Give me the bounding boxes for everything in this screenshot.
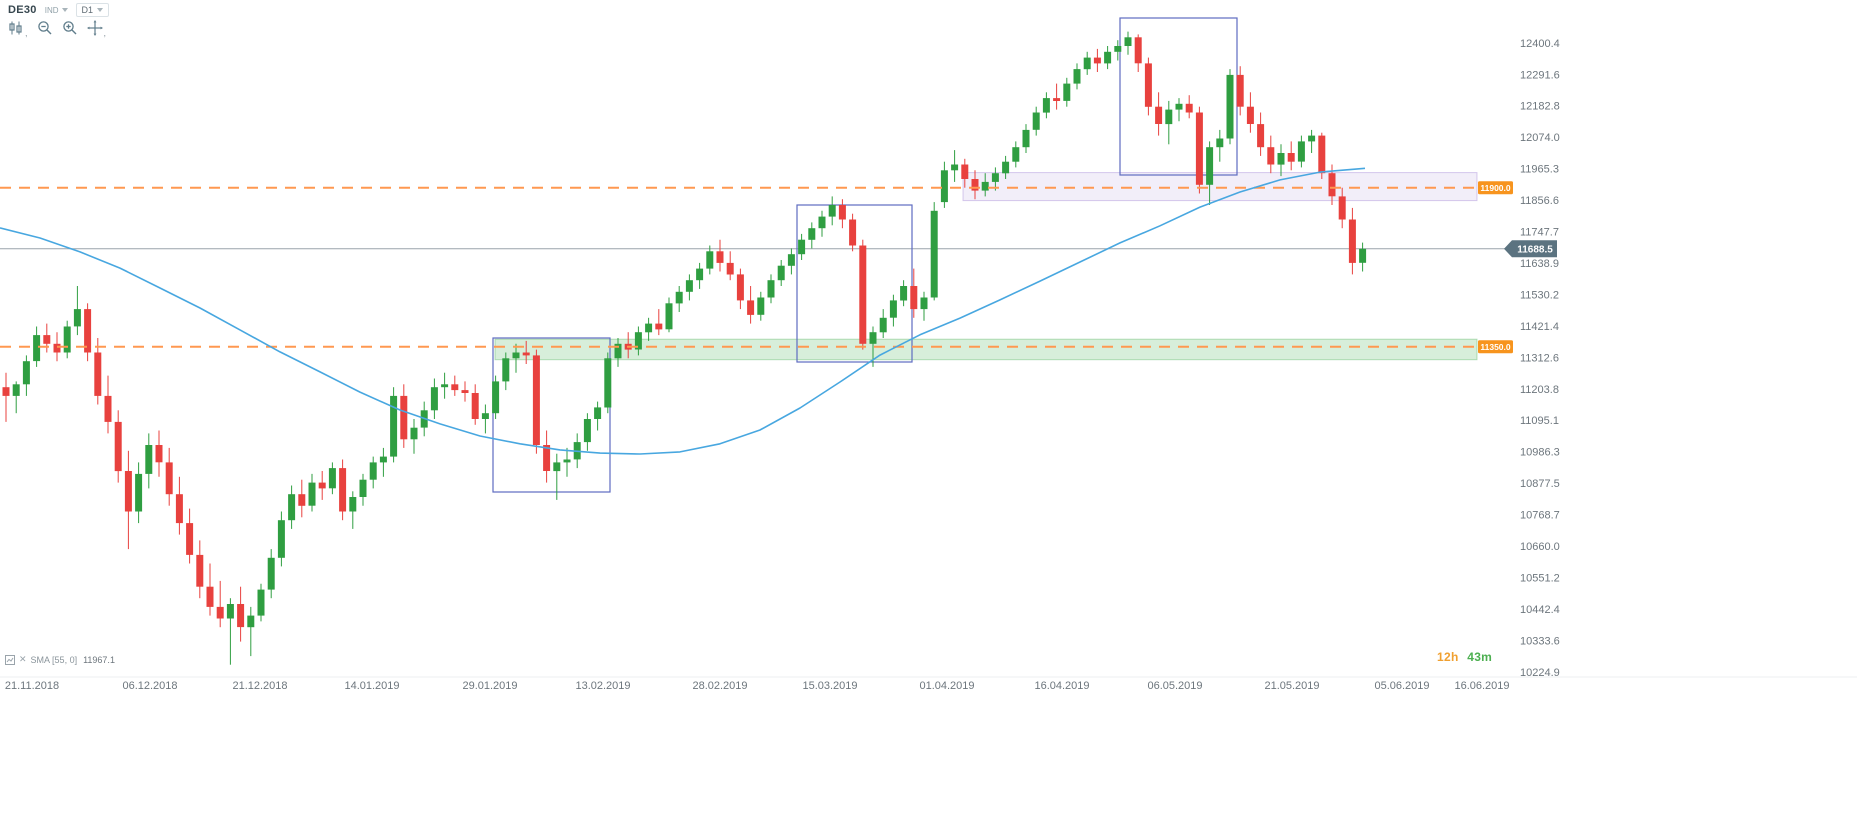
price-levels <box>0 186 1477 348</box>
annotation-box[interactable] <box>492 337 611 493</box>
svg-text:12182.8: 12182.8 <box>1520 101 1560 113</box>
timeframe-label: D1 <box>81 5 94 15</box>
indicator-value: 11967.1 <box>83 654 115 665</box>
resistance-zone[interactable] <box>962 172 1478 202</box>
chart-toolbar: , , <box>8 20 107 38</box>
chart-header: DE30 IND D1 <box>8 3 110 17</box>
svg-text:12291.6: 12291.6 <box>1520 69 1560 81</box>
svg-text:29.01.2019: 29.01.2019 <box>462 680 517 692</box>
svg-text:11747.7: 11747.7 <box>1520 227 1559 239</box>
timeframe-dropdown[interactable]: D1 <box>75 3 110 17</box>
indicator-remove-icon[interactable]: ✕ <box>19 654 27 664</box>
price-level-label[interactable]: 11350.0 <box>1478 340 1513 354</box>
svg-text:11856.6: 11856.6 <box>1520 195 1559 207</box>
zones <box>494 172 1478 361</box>
svg-text:11688.5: 11688.5 <box>1517 244 1553 255</box>
svg-text:01.04.2019: 01.04.2019 <box>919 680 974 692</box>
zoom-in-button[interactable] <box>62 20 78 36</box>
zoom-in-icon <box>62 21 77 35</box>
chart-type-icon <box>9 21 22 35</box>
chart-type-button[interactable]: , <box>8 20 28 38</box>
svg-text:10442.4: 10442.4 <box>1520 604 1560 616</box>
svg-text:11965.3: 11965.3 <box>1520 164 1559 176</box>
svg-text:11421.4: 11421.4 <box>1520 321 1559 333</box>
svg-text:11530.2: 11530.2 <box>1520 289 1559 301</box>
svg-text:06.05.2019: 06.05.2019 <box>1147 680 1202 692</box>
svg-text:13.02.2019: 13.02.2019 <box>575 680 630 692</box>
indicator-name: SMA [55, 0] <box>30 654 78 665</box>
dropdown-mark-icon: , <box>103 28 107 38</box>
support-zone[interactable] <box>494 338 1478 361</box>
svg-text:16.04.2019: 16.04.2019 <box>1034 680 1089 692</box>
svg-text:16.06.2019: 16.06.2019 <box>1454 680 1509 692</box>
svg-text:15.03.2019: 15.03.2019 <box>802 680 857 692</box>
sma-line[interactable] <box>0 167 1366 455</box>
zoom-out-button[interactable] <box>37 20 53 36</box>
symbol-label: DE30 <box>8 4 37 16</box>
chevron-down-icon <box>61 8 68 12</box>
svg-text:12400.4: 12400.4 <box>1520 38 1560 50</box>
dropdown-mark-icon: , <box>25 28 28 38</box>
svg-text:10768.7: 10768.7 <box>1520 510 1560 522</box>
svg-text:11203.8: 11203.8 <box>1520 384 1559 396</box>
svg-text:10333.6: 10333.6 <box>1520 635 1560 647</box>
svg-text:14.01.2019: 14.01.2019 <box>344 680 399 692</box>
time-axis[interactable]: 21.11.2018 06.12.2018 21.12.2018 14.01.2019… <box>5 680 1510 692</box>
crosshair-button[interactable]: , <box>86 20 107 38</box>
svg-text:10660.0: 10660.0 <box>1520 541 1560 553</box>
annotation-box[interactable] <box>796 204 913 363</box>
price-level-label[interactable]: 11900.0 <box>1478 181 1513 195</box>
svg-text:11312.6: 11312.6 <box>1520 352 1559 364</box>
svg-text:12074.0: 12074.0 <box>1520 132 1560 144</box>
svg-text:10224.9: 10224.9 <box>1520 667 1560 679</box>
chevron-down-icon <box>97 8 104 12</box>
indicator-chart-icon[interactable] <box>5 654 15 665</box>
candle-countdown: 12h 43m <box>1437 650 1492 664</box>
svg-text:11900.0: 11900.0 <box>1480 183 1511 193</box>
svg-text:06.12.2018: 06.12.2018 <box>122 680 177 692</box>
svg-text:05.06.2019: 05.06.2019 <box>1374 680 1429 692</box>
svg-text:11095.1: 11095.1 <box>1520 415 1559 427</box>
current-price-label: 11688.5 <box>1504 240 1557 258</box>
countdown-hours: 12h <box>1437 650 1459 664</box>
svg-text:10986.3: 10986.3 <box>1520 447 1560 459</box>
svg-text:11350.0: 11350.0 <box>1480 342 1511 352</box>
zoom-out-icon <box>37 21 52 35</box>
indicator-legend: ✕ SMA [55, 0] 11967.1 <box>5 654 115 665</box>
svg-text:10877.5: 10877.5 <box>1520 478 1560 490</box>
svg-text:21.05.2019: 21.05.2019 <box>1264 680 1319 692</box>
svg-text:28.02.2019: 28.02.2019 <box>692 680 747 692</box>
instrument-type-dropdown[interactable]: IND <box>45 6 68 15</box>
crosshair-icon <box>86 20 103 36</box>
svg-text:10551.2: 10551.2 <box>1520 573 1560 585</box>
svg-text:21.11.2018: 21.11.2018 <box>5 680 59 692</box>
instrument-type-label: IND <box>44 5 59 15</box>
svg-text:21.12.2018: 21.12.2018 <box>232 680 287 692</box>
price-axis[interactable]: 12400.4 12291.6 12182.8 12074.0 11965.3 11856… <box>1520 38 1560 679</box>
svg-text:11638.9: 11638.9 <box>1520 258 1559 270</box>
countdown-minutes: 43m <box>1467 650 1493 664</box>
